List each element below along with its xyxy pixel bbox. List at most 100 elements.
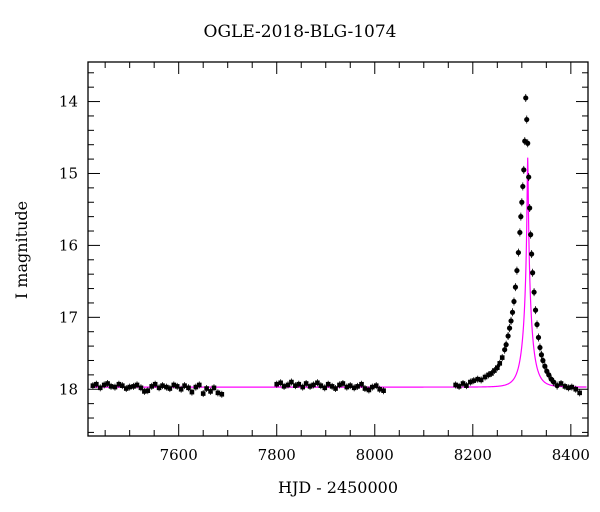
- data-point: [495, 365, 500, 370]
- data-point: [307, 384, 313, 389]
- data-point: [134, 382, 140, 388]
- data-point: [517, 229, 523, 236]
- data-point: [204, 386, 209, 391]
- y-tick-label: 18: [59, 380, 78, 398]
- data-point: [558, 381, 564, 386]
- data-point: [523, 95, 529, 101]
- data-point: [453, 382, 458, 388]
- data-point: [296, 381, 302, 387]
- data-point: [94, 381, 99, 387]
- data-point: [318, 383, 324, 388]
- data-point: [524, 116, 530, 123]
- data-point: [101, 382, 107, 388]
- data-point: [540, 357, 546, 364]
- data-point: [285, 382, 291, 388]
- data-point: [337, 382, 342, 388]
- chart-title: OGLE-2018-BLG-1074: [203, 22, 397, 42]
- data-point: [573, 386, 579, 392]
- data-point: [278, 380, 283, 386]
- data-point: [506, 325, 513, 331]
- data-point: [189, 389, 195, 395]
- data-point: [344, 384, 350, 390]
- data-point: [499, 355, 505, 360]
- x-axis-label: HJD - 2450000: [277, 478, 399, 497]
- data-point: [274, 381, 280, 387]
- data-point: [566, 385, 571, 391]
- data-point: [351, 385, 357, 391]
- data-point: [112, 384, 118, 390]
- data-point: [468, 379, 473, 385]
- data-point: [373, 383, 379, 388]
- data-point: [142, 389, 147, 394]
- data-point: [116, 381, 122, 387]
- data-point: [219, 391, 225, 397]
- data-point: [528, 232, 534, 238]
- data-point: [471, 378, 477, 383]
- data-point: [182, 383, 187, 388]
- data-point: [156, 385, 162, 391]
- data-point: [538, 352, 545, 358]
- data-point: [486, 372, 491, 378]
- data-point: [293, 383, 298, 388]
- data-point: [531, 289, 537, 295]
- data-point: [530, 270, 536, 276]
- y-tick-label: 16: [59, 236, 78, 254]
- x-tick-label: 8400: [552, 446, 590, 464]
- data-point: [186, 385, 191, 391]
- y-tick-label: 17: [59, 308, 78, 326]
- data-point: [340, 381, 346, 386]
- data-point: [366, 387, 372, 393]
- data-point: [329, 384, 335, 389]
- data-point: [527, 205, 533, 211]
- data-point: [362, 386, 368, 391]
- x-tick-label: 8200: [454, 446, 492, 464]
- data-point: [460, 381, 466, 386]
- y-tick-label: 14: [59, 93, 78, 111]
- data-point: [325, 381, 331, 387]
- data-point: [456, 384, 462, 389]
- data-point: [482, 374, 488, 380]
- data-point: [178, 386, 184, 392]
- data-point: [149, 384, 155, 389]
- data-point: [554, 383, 560, 389]
- data-point: [535, 334, 542, 341]
- data-point: [520, 183, 526, 190]
- data-point: [196, 382, 202, 388]
- data-point: [281, 384, 287, 389]
- data-point: [200, 391, 206, 396]
- data-point: [503, 342, 509, 348]
- data-point: [289, 379, 294, 385]
- data-point: [138, 385, 144, 391]
- data-point: [167, 386, 173, 391]
- data-point: [511, 298, 517, 305]
- data-point: [569, 384, 575, 390]
- data-point: [577, 390, 582, 396]
- data-point: [315, 380, 320, 386]
- y-tick-label: 15: [59, 164, 78, 182]
- data-point: [526, 174, 532, 180]
- x-tick-label: 7800: [258, 446, 296, 464]
- data-point: [512, 284, 519, 290]
- data-point: [333, 386, 338, 391]
- data-point: [215, 390, 221, 396]
- data-point: [519, 199, 525, 205]
- data-point: [322, 385, 328, 391]
- data-point: [152, 381, 158, 387]
- data-point: [518, 214, 524, 220]
- data-point: [509, 309, 516, 315]
- data-point: [131, 384, 136, 389]
- data-point: [515, 249, 521, 256]
- data-point: [164, 384, 169, 390]
- data-point: [529, 251, 535, 257]
- data-point: [311, 382, 316, 388]
- data-point: [97, 385, 103, 391]
- data-point: [537, 344, 543, 351]
- data-point: [123, 386, 129, 391]
- data-point: [193, 384, 199, 390]
- data-point: [108, 384, 114, 389]
- data-point: [475, 376, 481, 382]
- data-point: [105, 381, 110, 386]
- data-point: [525, 140, 531, 146]
- data-point: [464, 383, 469, 388]
- data-point: [478, 377, 484, 383]
